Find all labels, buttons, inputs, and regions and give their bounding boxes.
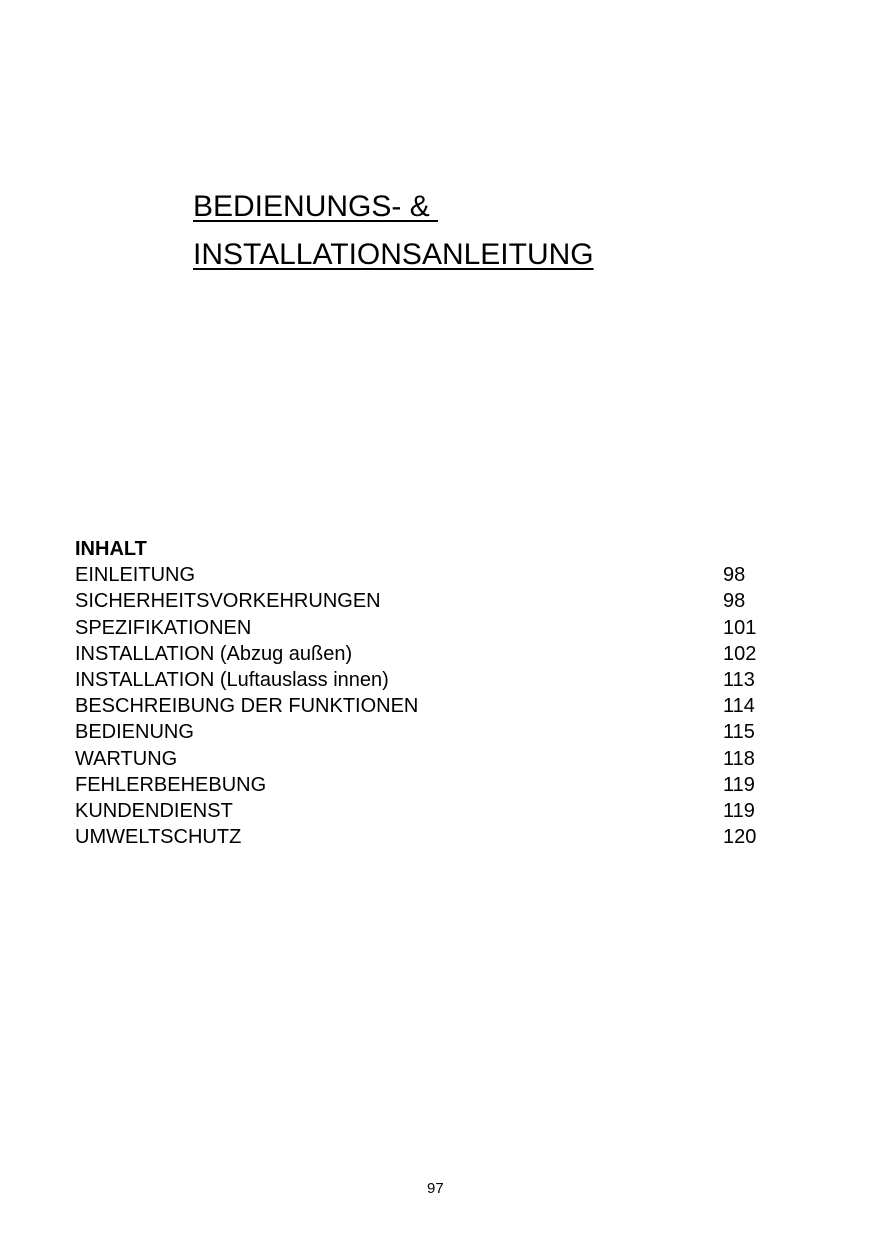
toc-entry-label: UMWELTSCHUTZ xyxy=(75,826,242,849)
toc-entry-page: 114 xyxy=(723,695,755,718)
toc-entry-label: EINLEITUNG xyxy=(75,564,196,587)
toc-entry-page: 120 xyxy=(723,826,757,849)
document-title-line-1: BEDIENUNGS- & xyxy=(193,190,439,223)
toc-entry-label: SICHERHEITSVORKEHRUNGEN xyxy=(75,590,381,613)
table-of-contents: INHALT EINLEITUNG 98 SICHERHEITSVORKEHRUNG… xyxy=(75,536,775,850)
toc-entry: FEHLERBEHEBUNG 119 xyxy=(75,772,775,798)
toc-entry-page: 119 xyxy=(723,773,755,796)
toc-entry-page: 101 xyxy=(723,616,757,639)
toc-entry-page: 98 xyxy=(723,590,746,613)
toc-entry: WARTUNG 118 xyxy=(75,746,775,772)
toc-entry: INSTALLATION (Luftauslass innen) 113 xyxy=(75,667,775,693)
toc-entry-label: SPEZIFIKATIONEN xyxy=(75,616,252,639)
toc-entry-label: BEDIENUNG xyxy=(75,721,194,744)
toc-entry: EINLEITUNG 98 xyxy=(75,562,775,588)
page-number: 97 xyxy=(427,1180,444,1197)
toc-entry-label: WARTUNG xyxy=(75,747,178,770)
toc-entry-page: 118 xyxy=(723,747,755,770)
toc-entry-page: 102 xyxy=(723,642,757,665)
toc-entry: BESCHREIBUNG DER FUNKTIONEN 114 xyxy=(75,693,775,719)
toc-entry: KUNDENDIENST 119 xyxy=(75,798,775,824)
toc-entry: SICHERHEITSVORKEHRUNGEN 98 xyxy=(75,588,775,614)
toc-entry: SPEZIFIKATIONEN 101 xyxy=(75,615,775,641)
toc-entry-page: 119 xyxy=(723,799,755,822)
toc-entry-label: INSTALLATION (Abzug außen) xyxy=(75,642,353,665)
toc-entry-page: 98 xyxy=(723,564,746,587)
toc-heading: INHALT xyxy=(75,538,147,560)
toc-entry-label: BESCHREIBUNG DER FUNKTIONEN xyxy=(75,695,419,718)
document-title-line-2: INSTALLATIONSANLEITUNG xyxy=(193,238,594,271)
toc-entry-label: KUNDENDIENST xyxy=(75,799,233,822)
toc-entry: UMWELTSCHUTZ 120 xyxy=(75,824,775,850)
toc-entry-label: FEHLERBEHEBUNG xyxy=(75,773,267,796)
toc-entry: BEDIENUNG 115 xyxy=(75,719,775,745)
toc-entry-page: 115 xyxy=(723,721,755,744)
toc-entry: INSTALLATION (Abzug außen) 102 xyxy=(75,641,775,667)
toc-entry-label: INSTALLATION (Luftauslass innen) xyxy=(75,668,389,691)
toc-entry-page: 113 xyxy=(723,668,755,691)
